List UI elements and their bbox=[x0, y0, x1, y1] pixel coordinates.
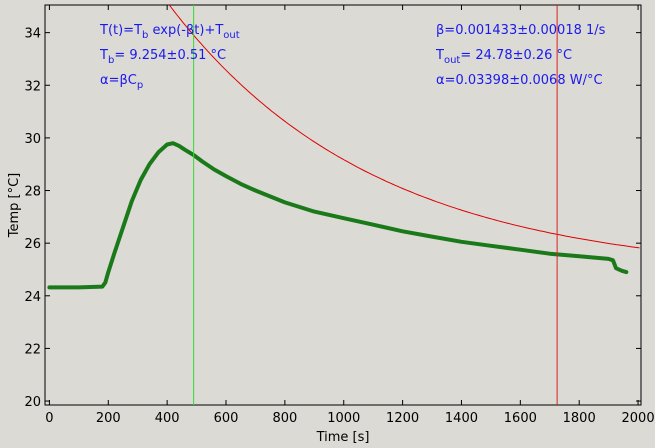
plot-lines-group bbox=[47, 5, 640, 405]
x-tick-label: 800 bbox=[272, 411, 297, 426]
annotation-beta: β=0.001433±0.00018 1/s bbox=[436, 23, 606, 38]
x-tick-label: 0 bbox=[45, 411, 53, 426]
annotation-tout: Tout= 24.78±0.26 °C bbox=[435, 48, 572, 66]
y-tick-label: 20 bbox=[24, 395, 41, 410]
x-tick-label: 1600 bbox=[504, 411, 537, 426]
y-tick-label: 34 bbox=[24, 27, 41, 42]
annotation-tb: Tb= 9.254±0.51 °C bbox=[99, 48, 226, 66]
x-tick-label: 1000 bbox=[327, 411, 360, 426]
y-tick-label: 28 bbox=[24, 185, 41, 200]
plot-frame bbox=[44, 4, 642, 406]
x-tick-label: 2000 bbox=[622, 411, 655, 426]
x-tick-label: 600 bbox=[214, 411, 239, 426]
x-tick-label: 400 bbox=[155, 411, 180, 426]
axes-group bbox=[44, 4, 642, 406]
x-tick-label: 1800 bbox=[563, 411, 596, 426]
y-tick-label: 32 bbox=[24, 79, 41, 94]
x-tick-label: 1200 bbox=[386, 411, 419, 426]
x-axis-title: Time [s] bbox=[316, 430, 370, 445]
annotation-alpha: α=0.03398±0.0068 W/°C bbox=[436, 73, 603, 88]
y-axis-title: Temp [°C] bbox=[7, 173, 22, 239]
annotation-model: T(t)=Tb exp(-βt)+Tout bbox=[99, 23, 240, 41]
data-series-line-0 bbox=[47, 141, 629, 290]
y-tick-label: 22 bbox=[24, 342, 41, 357]
x-tick-label: 200 bbox=[96, 411, 121, 426]
y-tick-label: 30 bbox=[24, 132, 41, 147]
x-tick-label: 1400 bbox=[445, 411, 478, 426]
annotation-alpha_def: α=βCp bbox=[100, 73, 143, 91]
text-group: 0 200 400 600 800 1000 1200 1400 1600 1800 2000 20 2… bbox=[7, 23, 655, 445]
y-tick-label: 26 bbox=[24, 237, 41, 252]
fit-curve bbox=[168, 5, 640, 249]
y-tick-label: 24 bbox=[24, 290, 41, 305]
